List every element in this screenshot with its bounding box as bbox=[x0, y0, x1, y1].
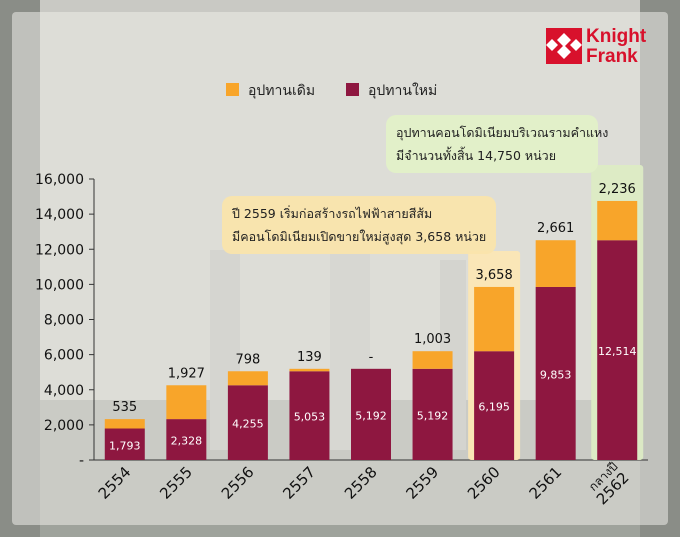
bar-top-label: 3,658 bbox=[476, 268, 513, 283]
callout-1-line2: มีคอนโดมิเนียมเปิดขายใหม่สูงสุด 3,658 หน… bbox=[232, 229, 487, 244]
bar-inner-label: 9,853 bbox=[540, 368, 572, 381]
x-tick-label-part: 2557 bbox=[279, 463, 319, 503]
legend-label-new: อุปทานใหม่ bbox=[368, 83, 438, 99]
legend-swatch-new bbox=[346, 83, 359, 96]
bar-new-supply bbox=[412, 368, 453, 460]
bar-top-label: 1,927 bbox=[168, 366, 205, 381]
bar-new-supply bbox=[597, 240, 638, 460]
bar-existing-supply bbox=[535, 240, 576, 287]
bar-inner-label: 4,255 bbox=[232, 418, 264, 431]
x-tick-label: 2556 bbox=[218, 463, 258, 503]
y-tick-label: 14,000 bbox=[35, 207, 84, 223]
bar-existing-supply bbox=[104, 419, 145, 429]
bar-existing-supply bbox=[227, 371, 268, 386]
y-tick-label: 2,000 bbox=[44, 418, 84, 434]
bar-new-supply bbox=[351, 368, 391, 460]
bar-top-label: 2,661 bbox=[537, 221, 574, 236]
knight-frank-logo bbox=[546, 28, 582, 64]
y-tick-label: - bbox=[79, 453, 84, 469]
x-tick-label: 2555 bbox=[156, 463, 196, 503]
y-tick-label: 8,000 bbox=[44, 313, 84, 329]
x-tick-label: 2557 bbox=[279, 463, 319, 503]
bar-existing-supply bbox=[289, 368, 330, 372]
x-tick-label: 2559 bbox=[402, 463, 442, 503]
bar-existing-supply bbox=[166, 385, 207, 420]
x-tick-label: 2554 bbox=[95, 463, 135, 503]
bar-top-label: - bbox=[369, 350, 374, 365]
x-tick-label-part: 2559 bbox=[402, 463, 442, 503]
x-tick-label: กลางปี2562 bbox=[586, 459, 633, 508]
x-tick-label: 2560 bbox=[464, 463, 504, 503]
x-tick-label-part: 2554 bbox=[95, 463, 135, 503]
x-tick-label-part: 2560 bbox=[464, 463, 504, 503]
legend-label-existing: อุปทานเดิม bbox=[248, 83, 316, 99]
bar-inner-label: 1,793 bbox=[109, 439, 141, 452]
bar-new-supply bbox=[289, 371, 330, 460]
callout-2-line2: มีจำนวนทั้งสิ้น 14,750 หน่วย bbox=[396, 148, 557, 163]
logo-text-line1: Knight bbox=[586, 26, 647, 47]
bar-existing-supply bbox=[412, 351, 453, 369]
x-tick-label: 2561 bbox=[526, 463, 566, 503]
y-tick-label: 16,000 bbox=[35, 172, 84, 188]
bar-inner-label: 2,328 bbox=[171, 435, 203, 448]
legend-swatch-existing bbox=[226, 83, 239, 96]
callout-2-line1: อุปทานคอนโดมิเนียมบริเวณรามคำแหง bbox=[396, 125, 609, 140]
logo-text-line2: Frank bbox=[586, 46, 638, 67]
x-tick-label-part: 2555 bbox=[156, 463, 196, 503]
x-tick-label-part: 2561 bbox=[526, 463, 566, 503]
y-tick-label: 6,000 bbox=[44, 348, 84, 364]
y-tick-label: 4,000 bbox=[44, 383, 84, 399]
bar-top-label: 139 bbox=[297, 350, 322, 365]
bar-top-label: 535 bbox=[112, 400, 137, 415]
bar-top-label: 798 bbox=[235, 352, 260, 367]
y-tick-label: 12,000 bbox=[35, 242, 84, 258]
x-tick-label-part: 2558 bbox=[341, 463, 381, 503]
y-tick-label: 10,000 bbox=[35, 277, 84, 293]
bar-existing-supply bbox=[597, 200, 638, 241]
bar-top-label: 1,003 bbox=[414, 332, 451, 347]
bar-new-supply bbox=[474, 351, 515, 460]
callout-2559-orange-line: ปี 2559 เริ่มก่อสร้างรถไฟฟ้าสายสีส้ม มีค… bbox=[222, 196, 496, 254]
bar-inner-label: 5,192 bbox=[355, 409, 387, 422]
callout-ramkhamhaeng-total: อุปทานคอนโดมิเนียมบริเวณรามคำแหง มีจำนวน… bbox=[386, 115, 609, 173]
bar-existing-supply bbox=[474, 286, 515, 352]
bar-new-supply bbox=[535, 286, 576, 460]
bar-inner-label: 5,192 bbox=[417, 409, 449, 422]
bar-inner-label: 6,195 bbox=[478, 401, 510, 414]
callout-1-line1: ปี 2559 เริ่มก่อสร้างรถไฟฟ้าสายสีส้ม bbox=[232, 206, 433, 221]
bar-new-supply bbox=[104, 428, 145, 460]
x-tick-label-part: 2556 bbox=[218, 463, 258, 503]
bar-top-label: 2,236 bbox=[599, 182, 636, 197]
logo-wordmark: Knight Frank bbox=[586, 27, 646, 67]
bar-inner-label: 12,514 bbox=[598, 345, 637, 358]
bar-new-supply bbox=[166, 419, 207, 460]
bar-inner-label: 5,053 bbox=[294, 411, 326, 424]
bar-new-supply bbox=[227, 385, 268, 460]
x-tick-label: 2558 bbox=[341, 463, 381, 503]
